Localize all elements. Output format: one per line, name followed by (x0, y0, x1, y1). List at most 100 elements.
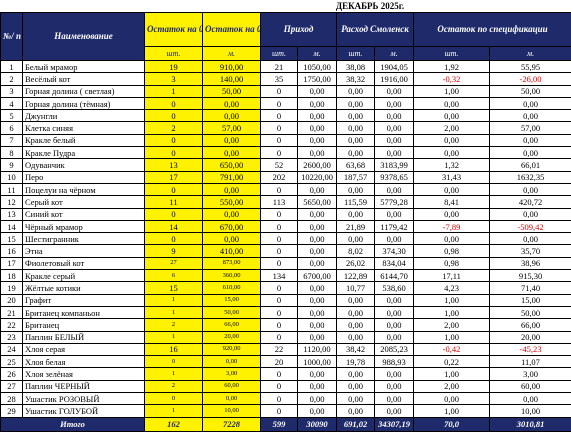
row-number[interactable]: 24 (0, 342, 23, 357)
total-stock-m[interactable]: 7228 (202, 416, 261, 432)
smolensk-m[interactable]: 0,00 (374, 318, 415, 332)
stock-pcs[interactable]: 0 (144, 207, 203, 221)
stock-pcs[interactable]: 1 (144, 84, 203, 98)
smolensk-m[interactable]: 0,00 (374, 305, 415, 320)
income-pcs[interactable]: 202 (260, 170, 298, 184)
row-number[interactable]: 6 (0, 121, 23, 135)
spec-pcs[interactable]: 0,98 (413, 244, 491, 258)
spec-m[interactable]: 0,00 (489, 109, 571, 123)
smolensk-m[interactable]: 374,30 (374, 244, 415, 258)
totals-label[interactable]: Итого (0, 416, 145, 432)
income-m[interactable]: 1050,00 (296, 59, 338, 74)
row-number[interactable]: 20 (0, 293, 23, 307)
income-pcs[interactable]: 35 (260, 72, 298, 86)
header-stock-m[interactable]: Остаток на 03.12.2025г. (202, 12, 261, 47)
spec-pcs[interactable]: 0,00 (413, 182, 491, 197)
row-number[interactable]: 15 (0, 232, 23, 246)
income-pcs[interactable]: 0 (260, 219, 298, 234)
spec-pcs[interactable]: 0,00 (413, 133, 491, 148)
spec-pcs[interactable]: 0,00 (413, 207, 491, 221)
spec-m[interactable]: -509,42 (489, 219, 571, 234)
stock-m[interactable]: 0,00 (202, 109, 261, 123)
spec-pcs[interactable]: 17,11 (413, 269, 491, 283)
stock-m[interactable]: 50,00 (202, 84, 261, 98)
item-name[interactable]: Горная долина ( светлая) (22, 84, 145, 98)
income-pcs[interactable]: 52 (260, 158, 298, 172)
income-pcs[interactable]: 0 (260, 109, 298, 123)
stock-m[interactable]: 3,00 (202, 367, 261, 381)
smolensk-pcs[interactable]: 0,00 (336, 207, 376, 221)
smolensk-m[interactable]: 0,00 (374, 84, 415, 98)
spec-m[interactable]: -45,23 (489, 342, 571, 357)
smolensk-pcs[interactable]: 0,00 (336, 367, 376, 381)
smolensk-m[interactable]: 0,00 (374, 96, 415, 111)
header-spec[interactable]: Остаток по спецификации (413, 12, 571, 47)
smolensk-m[interactable]: 6144,70 (374, 269, 415, 283)
income-m[interactable]: 0,00 (296, 281, 338, 295)
stock-m[interactable]: 360,00 (202, 269, 261, 283)
smolensk-pcs[interactable]: 0,00 (336, 392, 376, 406)
stock-pcs[interactable]: 3 (144, 72, 203, 86)
income-m[interactable]: 0,00 (296, 305, 338, 320)
stock-pcs[interactable]: 0 (144, 109, 203, 123)
income-pcs[interactable]: 22 (260, 342, 298, 357)
row-number[interactable]: 28 (0, 392, 23, 406)
spec-pcs[interactable]: 0,00 (413, 232, 491, 246)
income-pcs[interactable]: 0 (260, 207, 298, 221)
income-pcs[interactable]: 0 (260, 330, 298, 344)
smolensk-pcs[interactable]: 38,08 (336, 59, 376, 74)
spec-pcs[interactable]: 0,00 (413, 146, 491, 160)
stock-m[interactable]: 873,00 (202, 256, 261, 271)
header-name[interactable]: Наименование (22, 12, 145, 61)
stock-pcs[interactable]: 0 (144, 182, 203, 197)
stock-m[interactable]: 66,00 (202, 318, 261, 332)
smolensk-m[interactable]: 2085,23 (374, 342, 415, 357)
total-smolensk-m[interactable]: 34307,19 (374, 416, 415, 432)
item-name[interactable]: Паплин ЧЕРНЫЙ (22, 379, 145, 394)
income-m[interactable]: 10220,00 (296, 170, 338, 184)
stock-m[interactable]: 650,00 (202, 158, 261, 172)
spec-m[interactable]: 66,01 (489, 158, 571, 172)
income-pcs[interactable]: 0 (260, 84, 298, 98)
row-number[interactable]: 27 (0, 379, 23, 394)
spec-pcs[interactable]: 1,92 (413, 59, 491, 74)
stock-pcs[interactable]: 0 (144, 96, 203, 111)
spec-pcs[interactable]: 8,41 (413, 195, 491, 209)
stock-m[interactable]: 791,00 (202, 170, 261, 184)
item-name[interactable]: Хлоя зелёная (22, 367, 145, 381)
stock-m[interactable]: 57,00 (202, 121, 261, 135)
stock-pcs[interactable]: 0 (144, 133, 203, 148)
smolensk-pcs[interactable]: 0,00 (336, 305, 376, 320)
item-name[interactable]: Серый кот (22, 195, 145, 209)
smolensk-m[interactable]: 0,00 (374, 293, 415, 307)
income-m[interactable]: 6700,00 (296, 269, 338, 283)
spec-m[interactable]: 0,00 (489, 146, 571, 160)
stock-m[interactable]: 10,00 (202, 404, 261, 418)
spec-pcs[interactable]: 1,00 (413, 293, 491, 307)
unit-cell[interactable]: м. (296, 46, 338, 61)
smolensk-pcs[interactable]: 0,00 (336, 318, 376, 332)
smolensk-pcs[interactable]: 122,89 (336, 269, 376, 283)
smolensk-m[interactable]: 0,00 (374, 109, 415, 123)
row-number[interactable]: 19 (0, 281, 23, 295)
income-pcs[interactable]: 0 (260, 392, 298, 406)
income-m[interactable]: 0,00 (296, 318, 338, 332)
spec-m[interactable]: 3,00 (489, 367, 571, 381)
total-smolensk-pcs[interactable]: 691,02 (336, 416, 376, 432)
stock-m[interactable]: 0,00 (202, 146, 261, 160)
stock-m[interactable]: 60,00 (202, 379, 261, 394)
income-m[interactable]: 0,00 (296, 392, 338, 406)
row-number[interactable]: 10 (0, 170, 23, 184)
smolensk-m[interactable]: 9378,65 (374, 170, 415, 184)
smolensk-pcs[interactable]: 21,89 (336, 219, 376, 234)
row-number[interactable]: 4 (0, 96, 23, 111)
row-number[interactable]: 17 (0, 256, 23, 271)
stock-m[interactable]: 0,00 (202, 96, 261, 111)
stock-pcs[interactable]: 0 (144, 232, 203, 246)
row-number[interactable]: 12 (0, 195, 23, 209)
item-name[interactable]: Весёлый кот (22, 72, 145, 86)
income-m[interactable]: 1120,00 (296, 342, 338, 357)
smolensk-pcs[interactable]: 0,00 (336, 109, 376, 123)
item-name[interactable]: Кракле белый (22, 133, 145, 148)
total-income-m[interactable]: 30090 (296, 416, 338, 432)
